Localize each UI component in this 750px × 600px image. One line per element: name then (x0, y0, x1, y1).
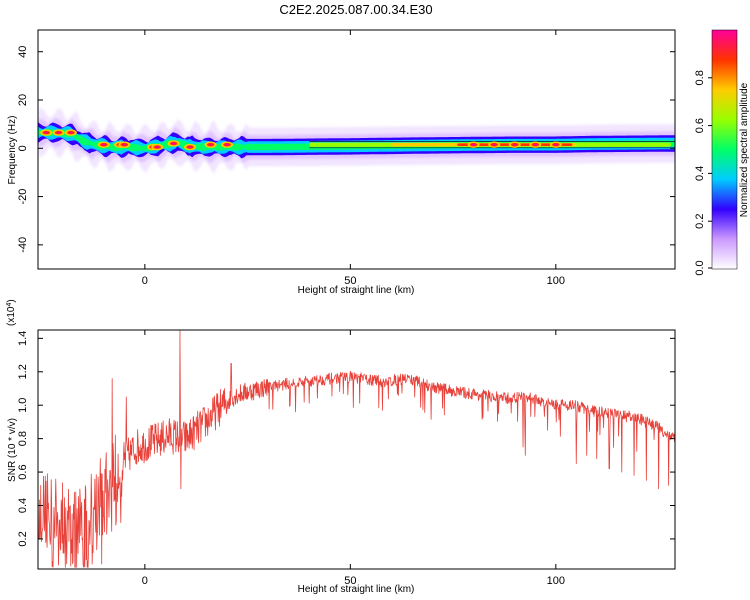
heatmap-y-axis: -40 -20 0 20 40 (17, 46, 675, 253)
colorbar-frame (711, 29, 738, 270)
heatmap-hotspot (101, 143, 106, 146)
snr-x-tick-label: 100 (547, 575, 565, 587)
heatmap-panel: -40 -20 0 20 40 0 50 100 Height of straight li… (7, 29, 676, 296)
heatmap-hotspot (188, 146, 192, 149)
heatmap-frame (37, 29, 676, 270)
heatmap-x-label: Height of straight line (km) (298, 285, 415, 296)
heatmap-y-tick-label: -40 (17, 237, 29, 253)
heatmap-y-tick-label: -20 (17, 189, 29, 205)
snr-y-multiplier: (x104) (6, 299, 18, 326)
chart-title: C2E2.2025.087.00.34.E30 (279, 2, 432, 17)
snr-y-tick-label: 0.8 (17, 431, 29, 446)
heatmap-y-tick-label: 20 (17, 94, 29, 106)
heatmap-hotspot (56, 131, 61, 134)
snr-y-tick-label: 1.2 (17, 364, 29, 379)
colorbar-ticks: 0.0 0.2 0.4 0.6 0.8 (694, 70, 712, 276)
heatmap-hotspot (155, 146, 159, 149)
heatmap-x-tick-label: 0 (142, 275, 148, 287)
heatmap-hotspot (471, 143, 476, 146)
heatmap-y-label: Frequency (Hz) (7, 116, 18, 185)
colorbar-tick-label: 0.8 (694, 70, 706, 85)
heatmap-y-tick-label: 0 (17, 145, 29, 151)
heatmap-hotspot (512, 143, 517, 146)
heatmap-hotspot (69, 131, 73, 134)
snr-x-label: Height of straight line (km) (298, 584, 415, 595)
colorbar-label: Normalized spectral amplitude (739, 82, 750, 217)
colorbar-tick-label: 0.2 (694, 214, 706, 229)
heatmap-hotspot (554, 143, 558, 146)
heatmap-hotspot (492, 143, 496, 146)
snr-y-axis: 0.2 0.4 0.6 0.8 1.0 1.2 1.4 (17, 331, 675, 547)
heatmap-ridge (38, 107, 675, 174)
colorbar-tick-label: 0.4 (694, 166, 706, 181)
snr-y-label: SNR (10 * v/v) (7, 418, 18, 482)
snr-y-tick-label: 0.2 (17, 531, 29, 546)
colorbar: 0.0 0.2 0.4 0.6 0.8 Normalized spectral ampl… (694, 29, 750, 276)
heatmap-y-tick-label: 40 (17, 46, 29, 58)
heatmap-x-tick-label: 50 (344, 275, 356, 287)
snr-x-tick-label: 50 (344, 575, 356, 587)
colorbar-tick-label: 0.6 (694, 118, 706, 133)
heatmap-hotspot (171, 142, 176, 145)
colorbar-gradient (712, 30, 737, 269)
heatmap-hotspot (225, 143, 229, 146)
snr-panel: 0.2 0.4 0.6 0.8 1.0 1.2 1.4 0 50 100 (x104) Heig… (6, 299, 676, 595)
snr-y-tick-label: 1.4 (17, 331, 29, 346)
snr-y-tick-label: 0.6 (17, 464, 29, 479)
colorbar-tick-label: 0.0 (694, 260, 706, 275)
heatmap-hotspot (533, 143, 538, 146)
snr-series-line (38, 330, 675, 568)
heatmap-hotspot (122, 143, 127, 146)
snr-x-tick-label: 0 (142, 575, 148, 587)
heatmap-hotspot (208, 143, 213, 146)
heatmap-x-tick-label: 100 (547, 275, 565, 287)
snr-x-axis: 0 50 100 (142, 330, 565, 587)
snr-frame (37, 329, 676, 570)
heatmap-x-axis: 0 50 100 (142, 30, 565, 287)
snr-y-tick-label: 1.0 (17, 398, 29, 413)
heatmap-hotspot (44, 131, 49, 134)
heatmap-hotspots (40, 129, 562, 151)
snr-y-tick-label: 0.4 (17, 498, 29, 513)
